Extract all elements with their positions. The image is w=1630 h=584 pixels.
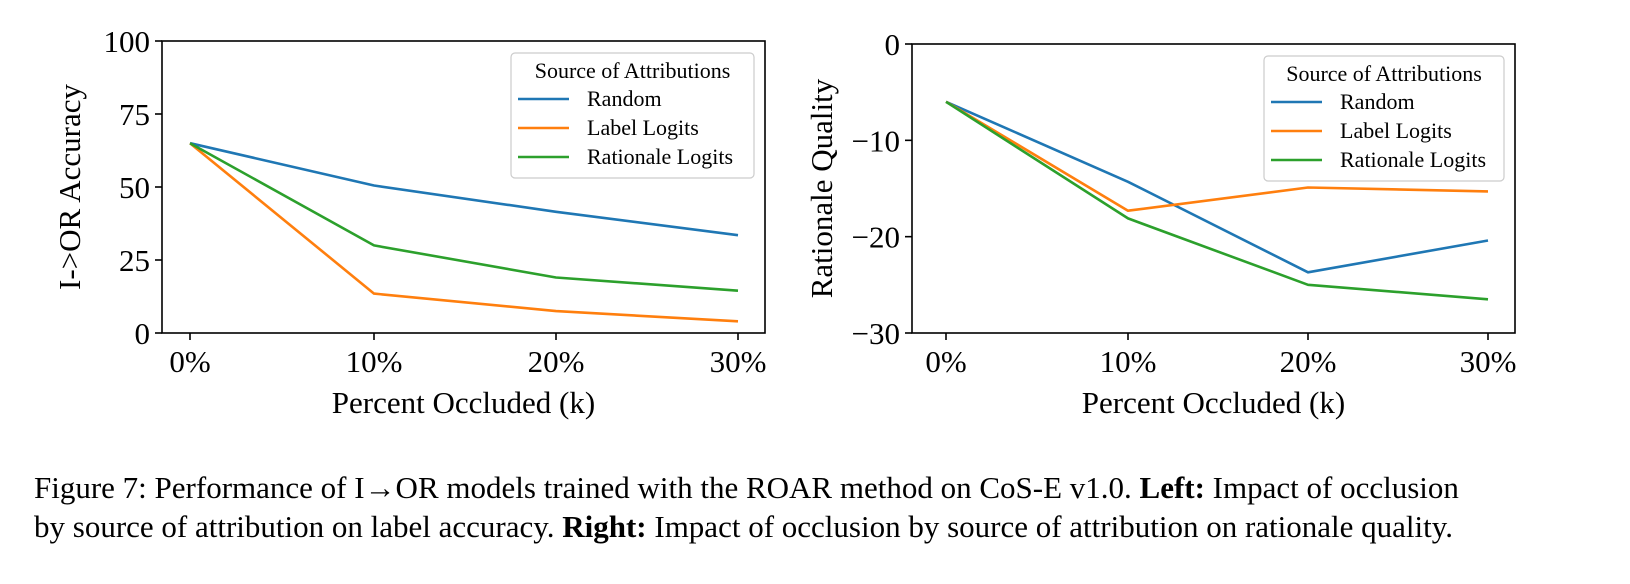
y-axis-label: Rationale Quality (804, 78, 839, 298)
x-tick-label: 30% (710, 344, 767, 379)
chart-left: 0 25 50 75 100 0% 10% 20% 30% Percent Occluded (k… (52, 24, 766, 420)
x-tick-label: 0% (169, 344, 210, 379)
legend: Source of Attributions Random Label Logits… (1263, 55, 1505, 182)
caption-right-text: Impact of occlusion by source of attribu… (646, 509, 1453, 544)
y-tick-label: 100 (104, 24, 151, 59)
caption-line2-start: by source of attribution on label accura… (34, 509, 563, 544)
series-line-label-logits (189, 142, 739, 323)
caption-line-2: by source of attribution on label accura… (34, 507, 1604, 546)
y-tick-label: 50 (119, 170, 150, 205)
caption-line-1: Figure 7: Performance of I→OR models tra… (34, 468, 1604, 507)
y-tick-label: 0 (135, 316, 151, 351)
y-tick-label: −20 (852, 220, 900, 255)
y-axis-label: I->OR Accuracy (52, 84, 87, 290)
legend-entry: Rationale Logits (1340, 147, 1486, 172)
legend-box (510, 52, 755, 179)
y-tick-label: 25 (119, 243, 150, 278)
series-line-rationale-logits (189, 142, 739, 292)
legend: Source of Attributions Random Label Logits… (510, 52, 755, 179)
figure-canvas: 0 25 50 75 100 0% 10% 20% 30% Percent Occluded (k… (52, 24, 1516, 420)
x-axis-label: Percent Occluded (k) (1082, 385, 1345, 420)
legend-entry: Random (1340, 89, 1415, 114)
legend-entry: Rationale Logits (587, 144, 733, 169)
caption-prefix: Figure 7: Performance of I→OR models tra… (34, 470, 1140, 505)
x-tick-label: 10% (1100, 344, 1157, 379)
x-tick-label: 20% (528, 344, 585, 379)
caption-left-text: Impact of occlusion (1204, 470, 1459, 505)
series-line-label-logits (945, 100, 1489, 212)
legend-entry: Label Logits (587, 115, 699, 140)
legend-entry: Label Logits (1340, 118, 1452, 143)
series-line-rationale-logits (945, 100, 1489, 301)
plot-frame (911, 43, 1516, 334)
legend-title: Source of Attributions (535, 58, 731, 83)
caption-right-label: Right: (562, 509, 647, 544)
x-tick-label: 20% (1280, 344, 1337, 379)
chart-right: −30 −20 −10 0 0% 10% 20% 30% Percent Occluded (k… (804, 27, 1516, 420)
x-tick-label: 0% (925, 344, 966, 379)
caption-left-label: Left: (1139, 470, 1205, 505)
series-line-random (945, 100, 1489, 274)
y-tick-label: −10 (852, 123, 900, 158)
x-tick-label: 30% (1460, 344, 1517, 379)
series-line-random (189, 141, 739, 237)
x-tick-label: 10% (346, 344, 403, 379)
legend-box (1263, 55, 1505, 182)
y-tick-label: 75 (119, 97, 150, 132)
x-axis-label: Percent Occluded (k) (332, 385, 595, 420)
figure-caption: Figure 7: Performance of I→OR models tra… (34, 468, 1604, 546)
legend-entry: Random (587, 86, 662, 111)
y-tick-label: 0 (885, 27, 901, 62)
legend-title: Source of Attributions (1286, 61, 1482, 86)
y-tick-label: −30 (852, 316, 900, 351)
